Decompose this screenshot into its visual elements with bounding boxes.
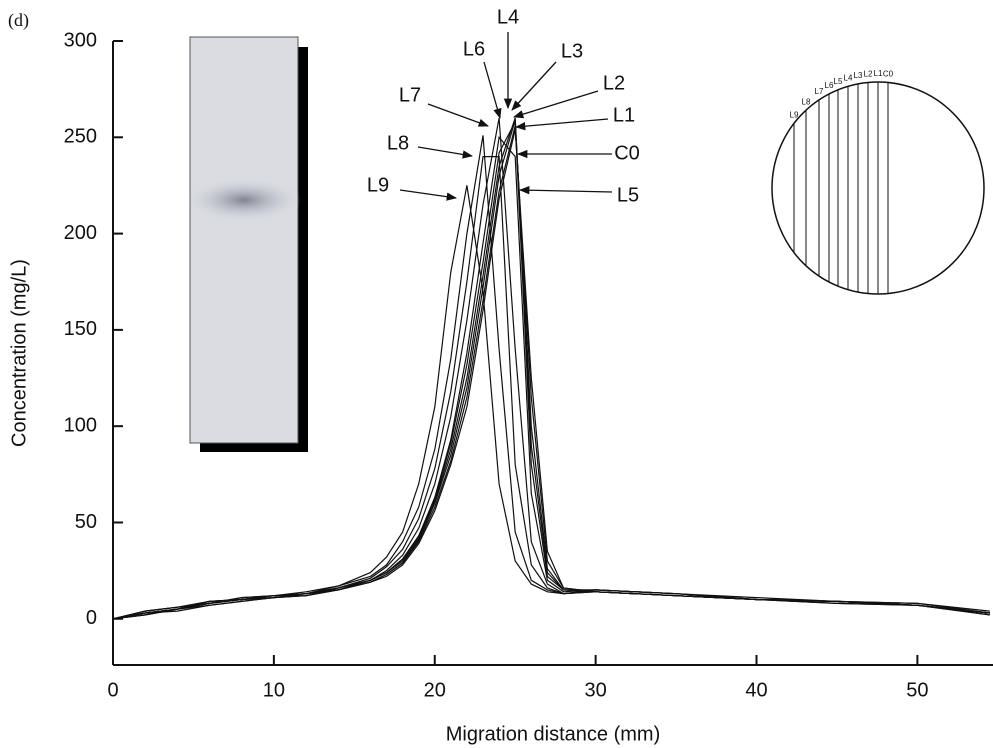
annotation-arrow (399, 189, 458, 201)
peak-label: L1 (613, 104, 635, 126)
cut-label: L6 (825, 81, 834, 90)
peak-label: L8 (387, 132, 409, 154)
annotation-arrow (513, 90, 599, 119)
annotation-arrow (427, 103, 489, 127)
x-tick-label: 10 (263, 679, 285, 701)
peak-label: L4 (497, 6, 519, 28)
cut-label: L1 (874, 69, 883, 78)
cut-label: L5 (834, 77, 843, 86)
cut-label: L8 (802, 97, 811, 106)
y-tick-label: 50 (75, 511, 97, 533)
y-tick-label: 0 (86, 607, 97, 629)
x-tick-label: 30 (585, 679, 607, 701)
x-tick-label: 50 (906, 679, 928, 701)
annotation-arrow (417, 146, 474, 159)
cut-label: L4 (844, 73, 853, 82)
y-tick-label: 250 (64, 126, 97, 148)
cut-label: L2 (864, 70, 873, 79)
x-tick-label: 20 (424, 679, 446, 701)
y-tick-label: 200 (64, 222, 97, 244)
peak-label: L7 (399, 84, 421, 106)
x-tick-label: 40 (745, 679, 767, 701)
y-axis-label: Concentration (mg/L) (8, 259, 30, 447)
series-line (112, 185, 990, 620)
x-tick-label: 0 (107, 679, 118, 701)
cut-label: C0 (883, 70, 894, 79)
peak-label: L3 (561, 40, 583, 62)
annotation-arrow (483, 61, 502, 119)
y-tick-label: 300 (64, 29, 97, 51)
y-tick-label: 100 (64, 414, 97, 436)
gel-inset (186, 36, 308, 452)
cut-label: L7 (815, 87, 824, 96)
peak-label: L9 (367, 174, 389, 196)
peak-label: L2 (603, 72, 625, 94)
peak-label: C0 (614, 142, 640, 164)
cut-label: L3 (854, 71, 863, 80)
panel-label: (d) (8, 10, 29, 31)
annotation-arrow (518, 186, 613, 195)
annotation-arrow (514, 118, 609, 131)
annotation-arrow (511, 61, 557, 111)
cut-diagram (771, 81, 985, 295)
peak-label: L6 (463, 38, 485, 60)
y-tick-label: 150 (64, 318, 97, 340)
x-axis-label: Migration distance (mm) (446, 723, 661, 745)
peak-label: L5 (617, 184, 639, 206)
cut-label: L9 (790, 110, 799, 119)
